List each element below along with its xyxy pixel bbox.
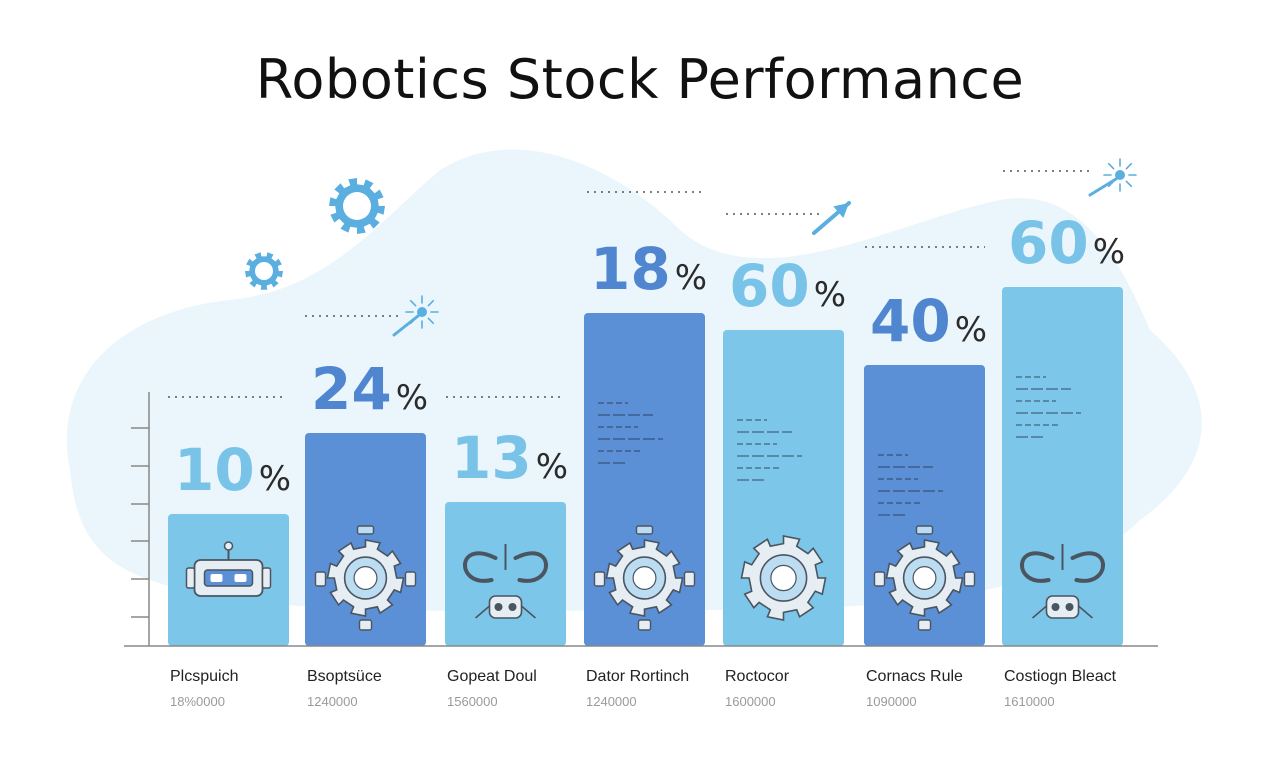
robot-claw-icon [463,544,548,619]
category-label: Cornacs Rule [866,668,963,685]
percent-sign: % [1093,232,1125,272]
arrow-icon [812,201,851,235]
sparkle-icon [392,295,439,337]
sparkle-icon [1088,158,1137,197]
category-label: Plcspuich [170,668,238,685]
category-label: Bsoptsüce [307,668,382,685]
percent-sign: % [396,378,428,418]
bar-value-number: 40 [870,287,951,355]
percent-sign: % [536,447,568,487]
bar-value-label: 60% [1008,209,1125,277]
bar-group: 60 % Roctocor 1600000 [723,252,846,709]
bar-value-number: 18 [590,235,671,303]
category-label: Costiogn Bleact [1004,668,1117,685]
bar-group: 18 % Dator Rortinch 1240000 [584,235,707,709]
category-subvalue: 1560000 [447,694,498,709]
category-label: Dator Rortinch [586,668,689,685]
percent-sign: % [259,459,291,499]
bar-text-lines [598,402,663,464]
bar-group: 60 % Costiogn Bleact 1610000 [1002,209,1125,709]
y-axis [131,392,150,646]
bar-group: 24 % Bsoptsüce 1240000 [305,355,428,709]
bar-text-lines [737,419,802,481]
bar-value-label: 13% [451,424,568,492]
gear-robot-icon [873,525,976,631]
bar-value-label: 10% [174,436,291,504]
chart-title: Robotics Stock Performance [255,48,1025,111]
category-subvalue: 1600000 [725,694,776,709]
category-subvalue: 1240000 [586,694,637,709]
category-subvalue: 1090000 [866,694,917,709]
bar-value-number: 10 [174,436,255,504]
bar [445,502,566,646]
percent-sign: % [675,258,707,298]
bar-group: 13 % Gopeat Doul 1560000 [445,424,568,709]
bar-value-label: 24% [311,355,428,423]
category-subvalue: 1240000 [307,694,358,709]
robot-head-icon [185,541,272,597]
percent-sign: % [814,275,846,315]
gear-icon [740,535,827,621]
category-subvalue: 1610000 [1004,694,1055,709]
percent-sign: % [955,310,987,350]
robot-claw-icon [1020,544,1105,619]
bar-value-label: 40% [870,287,987,355]
bar-value-number: 24 [311,355,392,423]
decorations [168,158,1137,398]
bar-value-number: 13 [451,424,532,492]
gear-icon [245,252,283,290]
gear-icon [329,178,385,234]
bar-value-label: 60% [729,252,846,320]
bars-group: 10 % Plcspuich 18%0000 24 % Bsoptsüce 1240000 13… [168,209,1125,709]
gear-robot-icon [314,525,417,631]
bar-group: 40 % Cornacs Rule 1090000 [864,287,987,709]
bar-value-number: 60 [729,252,810,320]
category-subvalue: 18%0000 [170,694,225,709]
bar-value-label: 18% [590,235,707,303]
gear-robot-icon [593,525,696,631]
bar-value-number: 60 [1008,209,1089,277]
category-label: Gopeat Doul [447,668,537,685]
category-label: Roctocor [725,668,790,685]
bar [1002,287,1123,646]
bar-group: 10 % Plcspuich 18%0000 [168,436,291,709]
bar-text-lines [1016,376,1081,438]
bar-text-lines [878,454,943,516]
